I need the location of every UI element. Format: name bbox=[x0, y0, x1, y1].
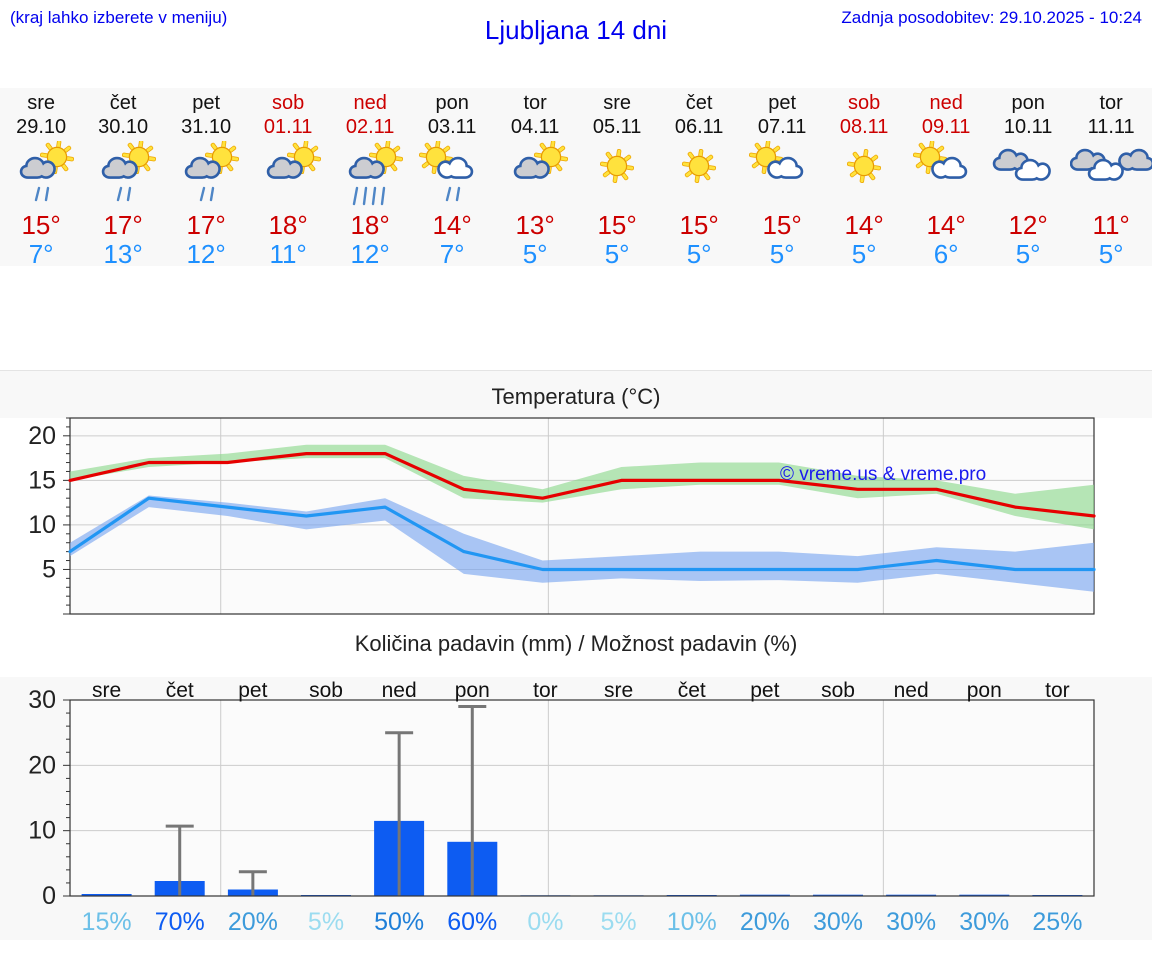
svg-text:15%: 15% bbox=[82, 908, 132, 936]
svg-text:© vreme.us & vreme.pro: © vreme.us & vreme.pro bbox=[780, 464, 986, 485]
svg-text:10: 10 bbox=[28, 817, 56, 845]
svg-text:ned: ned bbox=[382, 679, 417, 702]
svg-text:tor: tor bbox=[533, 679, 558, 702]
svg-text:30: 30 bbox=[28, 686, 56, 714]
svg-text:20: 20 bbox=[28, 751, 56, 779]
svg-text:0: 0 bbox=[42, 882, 56, 910]
svg-text:70%: 70% bbox=[155, 908, 205, 936]
svg-text:50%: 50% bbox=[374, 908, 424, 936]
svg-text:čet: čet bbox=[166, 679, 194, 702]
svg-text:15: 15 bbox=[28, 466, 56, 494]
svg-text:30%: 30% bbox=[886, 908, 936, 936]
svg-text:5: 5 bbox=[42, 555, 56, 583]
svg-text:0%: 0% bbox=[527, 908, 563, 936]
svg-text:30%: 30% bbox=[813, 908, 863, 936]
svg-text:5%: 5% bbox=[308, 908, 344, 936]
svg-text:čet: čet bbox=[678, 679, 706, 702]
svg-text:sob: sob bbox=[309, 679, 343, 702]
svg-text:sre: sre bbox=[92, 679, 121, 702]
svg-text:5%: 5% bbox=[601, 908, 637, 936]
svg-text:tor: tor bbox=[1045, 679, 1070, 702]
svg-text:20%: 20% bbox=[740, 908, 790, 936]
svg-text:25%: 25% bbox=[1032, 908, 1082, 936]
svg-text:30%: 30% bbox=[959, 908, 1009, 936]
svg-text:sre: sre bbox=[604, 679, 633, 702]
svg-text:60%: 60% bbox=[447, 908, 497, 936]
svg-text:10: 10 bbox=[28, 511, 56, 539]
svg-text:10%: 10% bbox=[667, 908, 717, 936]
svg-text:pet: pet bbox=[238, 679, 267, 702]
svg-text:pon: pon bbox=[455, 679, 490, 702]
svg-text:20: 20 bbox=[28, 422, 56, 450]
svg-text:pon: pon bbox=[967, 679, 1002, 702]
svg-text:sob: sob bbox=[821, 679, 855, 702]
svg-text:pet: pet bbox=[750, 679, 779, 702]
svg-text:20%: 20% bbox=[228, 908, 278, 936]
svg-text:ned: ned bbox=[894, 679, 929, 702]
